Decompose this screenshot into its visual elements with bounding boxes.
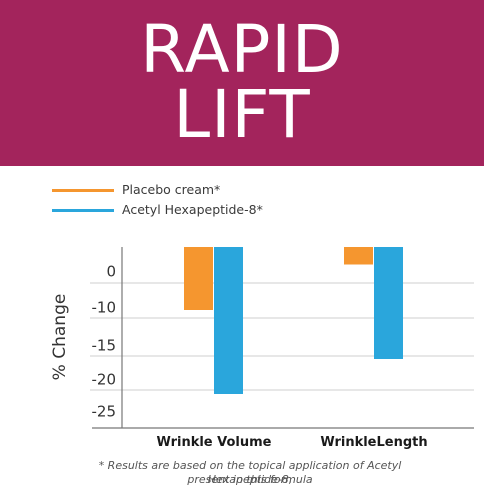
bar-wrinkle-volume-acetyl-hexapeptide-8 xyxy=(214,247,243,394)
y-tick-label-0: 0 xyxy=(106,263,116,281)
y-axis-title: % Change xyxy=(50,294,70,381)
bar-wrinklelength-placebo-cream xyxy=(344,247,373,265)
y-tick-label-minus25: -25 xyxy=(92,403,117,421)
bar-wrinkle-volume-placebo-cream xyxy=(184,247,213,310)
bar-wrinklelength-acetyl-hexapeptide-8 xyxy=(374,247,403,359)
y-tick-label-minus10: -10 xyxy=(92,299,117,317)
footnote-line-2: present in this formula xyxy=(60,473,440,487)
y-tick-label-minus15: -15 xyxy=(92,337,117,355)
x-category-label-wrinkle-volume: Wrinkle Volume xyxy=(156,435,271,450)
x-category-label-wrinklelength: WrinkleLength xyxy=(320,435,427,450)
y-tick-label-minus20: -20 xyxy=(92,371,117,389)
